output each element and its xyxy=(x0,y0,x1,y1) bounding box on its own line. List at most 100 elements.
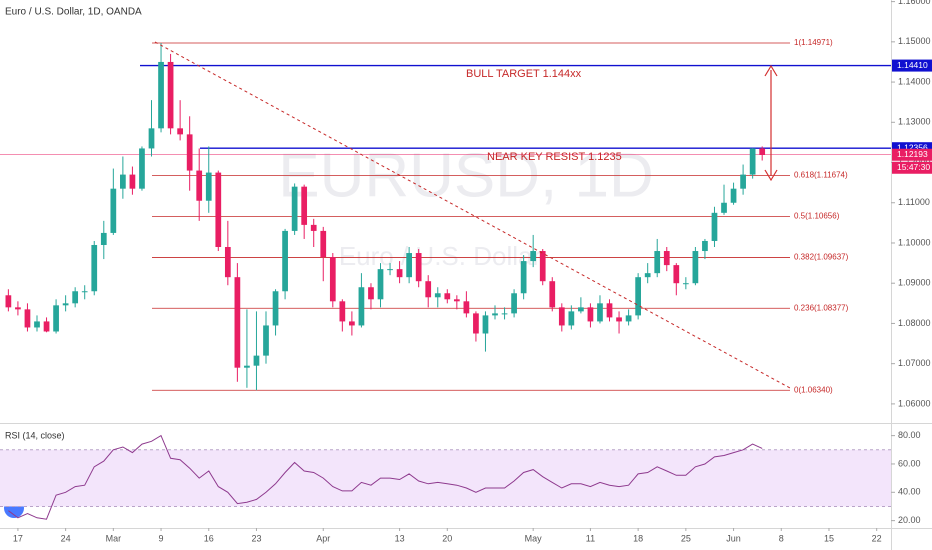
candle-body xyxy=(301,186,308,225)
candle-body xyxy=(434,293,441,298)
candle-body xyxy=(482,315,489,334)
x-tick-label: 23 xyxy=(251,533,261,543)
candle-body xyxy=(520,261,527,294)
candle-body xyxy=(721,202,727,213)
candle-body xyxy=(511,293,517,314)
candle-body xyxy=(406,253,412,278)
candle-body xyxy=(253,355,260,366)
candle-body xyxy=(387,269,393,271)
candle-body xyxy=(5,295,12,308)
candle-body xyxy=(349,321,355,326)
fib-label: 0.236(1.08377) xyxy=(794,303,849,312)
candle-body xyxy=(62,303,69,306)
candle-body xyxy=(43,321,50,332)
candle-body xyxy=(558,307,565,326)
x-tick-label: 18 xyxy=(633,533,643,543)
arrow-heads xyxy=(764,64,778,182)
candle-body xyxy=(444,293,451,300)
fib-label: 0(1.06340) xyxy=(794,385,833,394)
x-tick-label: Jun xyxy=(726,533,741,543)
price-box xyxy=(892,59,932,72)
candle-body xyxy=(139,148,145,189)
x-tick-label: May xyxy=(525,533,543,543)
y-tick-label: 1.08000 xyxy=(898,318,931,328)
x-tick-label: 13 xyxy=(395,533,405,543)
candle-body xyxy=(186,134,193,171)
candle-body xyxy=(15,307,21,310)
x-tick-label: 8 xyxy=(779,533,784,543)
price-box xyxy=(892,148,932,161)
candle-body xyxy=(711,212,718,241)
x-tick-label: 20 xyxy=(442,533,452,543)
y-tick-label: 1.16000 xyxy=(898,0,931,6)
candle-body xyxy=(329,257,336,302)
candle-body xyxy=(110,188,117,233)
y-tick-label: 1.14000 xyxy=(898,76,931,86)
y-tick-label: 20.00 xyxy=(898,515,921,525)
candle-body xyxy=(597,303,603,322)
candle-body xyxy=(616,317,622,322)
candle-body xyxy=(549,281,556,308)
candle-body xyxy=(654,251,661,274)
candle-body xyxy=(740,174,746,189)
candle-body xyxy=(539,251,546,282)
y-tick-label: 1.10000 xyxy=(898,237,931,247)
candle-body xyxy=(415,253,422,282)
candle-body xyxy=(568,311,575,326)
candle-body xyxy=(100,232,107,245)
x-tick-label: 11 xyxy=(586,533,595,543)
candle-body xyxy=(120,174,126,189)
plot-layer: 1(1.14971) 0.618(1.11674) 0.5(1.10656) 0.38… xyxy=(0,38,891,394)
candle-body xyxy=(606,303,613,318)
rsi-line xyxy=(8,434,763,520)
candle-body xyxy=(377,269,384,300)
candle-body xyxy=(473,313,479,334)
y-tick-label: 1.15000 xyxy=(898,36,931,46)
candle-body xyxy=(663,251,670,266)
candle-body xyxy=(53,305,59,332)
candle-body xyxy=(759,148,766,155)
candle-body xyxy=(501,313,508,315)
candle-body xyxy=(730,188,737,203)
y-tick-label: 1.06000 xyxy=(898,398,931,408)
x-tick-label: Apr xyxy=(316,533,330,543)
candle-body xyxy=(453,299,460,302)
candle-body xyxy=(158,61,164,129)
candle-body xyxy=(34,321,40,328)
fib-label: 0.382(1.09637) xyxy=(794,253,849,262)
y-tick-label: 40.00 xyxy=(898,487,921,497)
x-tick-label: 9 xyxy=(159,533,164,543)
x-tick-label: 25 xyxy=(681,533,691,543)
annotation: BULL TARGET 1.144xx xyxy=(466,68,582,80)
annotation: NEAR KEY RESIST 1.1235 xyxy=(487,151,622,163)
fib-label: 0.5(1.10656) xyxy=(794,212,840,221)
watermark-description: Euro / U.S. Dollar xyxy=(339,241,542,271)
y-tick-label: 1.07000 xyxy=(898,358,931,368)
candle-body xyxy=(339,301,346,322)
candle-body xyxy=(177,128,183,135)
candle-body xyxy=(205,172,212,201)
price-box-label: 1.12356 xyxy=(897,142,928,152)
y-tick-label: 1.09000 xyxy=(898,278,931,288)
candle-body xyxy=(234,277,241,368)
candle-body xyxy=(682,283,689,285)
candle-body xyxy=(224,247,231,278)
candle-body xyxy=(272,291,279,326)
candle-body xyxy=(749,148,756,175)
candle-body xyxy=(129,174,136,189)
candle-body xyxy=(215,172,222,248)
candle-body xyxy=(625,315,632,322)
x-tick-label: 22 xyxy=(872,533,882,543)
x-tick-label: Mar xyxy=(106,533,122,543)
y-tick-label: 60.00 xyxy=(898,458,921,468)
candle-body xyxy=(358,287,365,326)
candle-body xyxy=(167,61,174,129)
rsi-band xyxy=(0,449,891,507)
candle-body xyxy=(291,186,298,231)
candle-body xyxy=(244,365,250,368)
candle-body xyxy=(282,230,288,292)
candle-body xyxy=(644,273,651,278)
candle-body xyxy=(673,265,680,284)
trend-line xyxy=(154,41,791,389)
